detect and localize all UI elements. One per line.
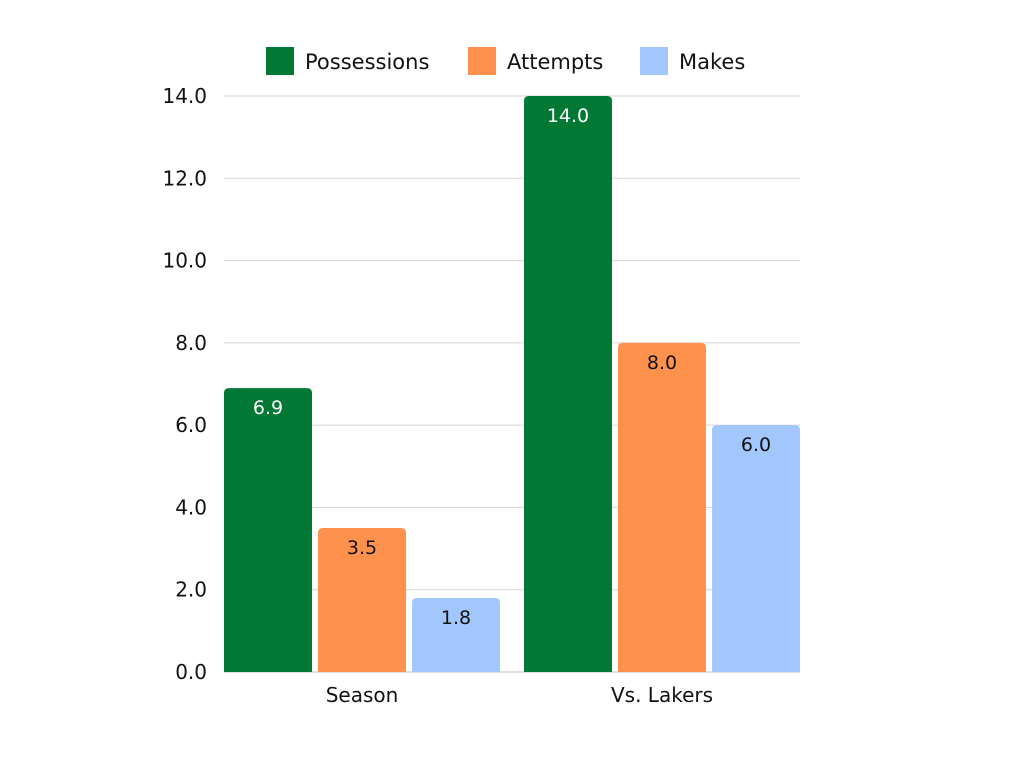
x-tick-label: Vs. Lakers xyxy=(611,683,713,707)
bar-attempts-vs-lakers xyxy=(618,342,706,672)
y-tick-label: 12.0 xyxy=(162,166,207,190)
data-label: 6.9 xyxy=(253,397,283,419)
y-tick-label: 0.0 xyxy=(175,660,207,684)
legend-swatch-attempts xyxy=(468,47,496,75)
y-axis: 0.0 2.0 4.0 6.0 8.0 10.0 12.0 14.0 xyxy=(162,84,207,684)
y-tick-label: 4.0 xyxy=(175,495,207,519)
data-label: 6.0 xyxy=(741,434,771,456)
bar-attempts-season xyxy=(318,528,406,672)
data-label: 3.5 xyxy=(347,537,377,559)
y-tick-label: 6.0 xyxy=(175,413,207,437)
data-label: 8.0 xyxy=(647,352,677,374)
legend-label-possessions: Possessions xyxy=(305,50,429,74)
legend-label-makes: Makes xyxy=(679,50,745,74)
data-label: 1.8 xyxy=(441,607,471,629)
y-tick-label: 2.0 xyxy=(175,578,207,602)
legend-swatch-possessions xyxy=(266,47,294,75)
data-label: 14.0 xyxy=(547,105,589,127)
bar-possessions-vs-lakers xyxy=(524,96,612,672)
bar-makes-vs-lakers xyxy=(712,425,800,672)
bar-possessions-season xyxy=(224,388,312,672)
legend: Possessions Attempts Makes xyxy=(266,47,745,75)
y-tick-label: 10.0 xyxy=(162,249,207,273)
y-tick-label: 8.0 xyxy=(175,331,207,355)
x-tick-label: Season xyxy=(326,683,399,707)
legend-label-attempts: Attempts xyxy=(507,50,603,74)
legend-swatch-makes xyxy=(640,47,668,75)
y-tick-label: 14.0 xyxy=(162,84,207,108)
data-labels: 6.9 3.5 1.8 14.0 8.0 6.0 xyxy=(253,105,771,629)
bars xyxy=(224,96,800,672)
bar-makes-season xyxy=(412,597,500,672)
x-axis: Season Vs. Lakers xyxy=(326,683,713,707)
